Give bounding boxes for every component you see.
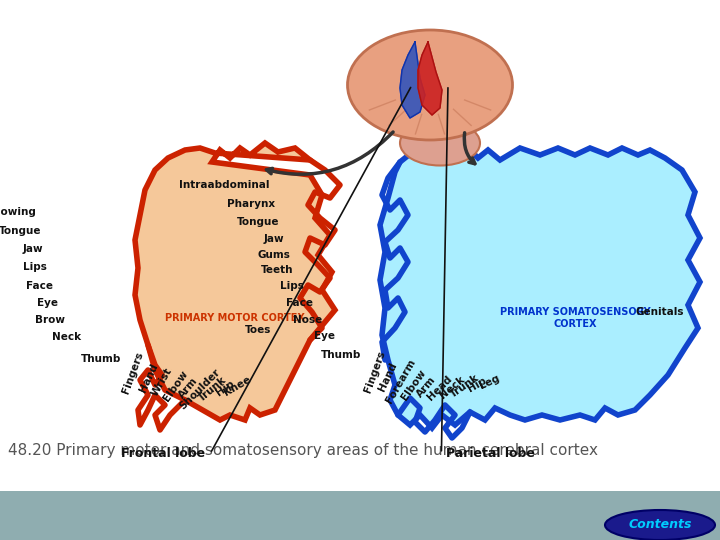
Text: Wrist: Wrist	[150, 366, 174, 399]
Text: Brow: Brow	[35, 315, 65, 325]
Text: Intraabdominal: Intraabdominal	[179, 180, 270, 190]
Ellipse shape	[400, 120, 480, 165]
Text: Trunk: Trunk	[448, 373, 481, 400]
Text: Jaw: Jaw	[264, 234, 284, 244]
Text: Neck: Neck	[52, 333, 81, 342]
Text: Teeth: Teeth	[261, 265, 294, 275]
Text: PRIMARY SOMATOSENSORY
CORTEX: PRIMARY SOMATOSENSORY CORTEX	[500, 307, 650, 329]
Text: Hip: Hip	[215, 378, 236, 397]
Polygon shape	[380, 148, 700, 428]
Text: Contents: Contents	[629, 518, 692, 531]
Polygon shape	[418, 42, 442, 115]
Text: Hand: Hand	[138, 362, 160, 394]
Text: Leg: Leg	[478, 373, 501, 392]
Text: Thumb: Thumb	[321, 350, 361, 360]
Text: Hand: Hand	[377, 361, 398, 393]
Text: Arm: Arm	[176, 375, 199, 400]
Text: Parietal lobe: Parietal lobe	[446, 447, 535, 460]
Text: Neck: Neck	[438, 375, 467, 401]
Text: Elbow: Elbow	[399, 367, 428, 402]
Text: PRIMARY MOTOR CORTEX: PRIMARY MOTOR CORTEX	[165, 313, 305, 323]
Text: Elbow: Elbow	[161, 368, 190, 403]
Text: Face: Face	[287, 299, 313, 308]
Text: Hip: Hip	[467, 375, 488, 394]
Polygon shape	[400, 42, 425, 118]
Text: Pharynx: Pharynx	[227, 199, 275, 209]
Text: Trunk: Trunk	[197, 374, 228, 403]
Text: 48.20 Primary motor and somatosensory areas of the human cerebral cortex: 48.20 Primary motor and somatosensory ar…	[8, 443, 598, 458]
Text: Frontal lobe: Frontal lobe	[121, 447, 205, 460]
Text: Face: Face	[26, 281, 53, 291]
Ellipse shape	[605, 510, 715, 540]
Text: Lips: Lips	[23, 262, 47, 272]
Text: Gums: Gums	[257, 250, 290, 260]
Text: Fingers: Fingers	[121, 350, 145, 395]
Text: Fingers: Fingers	[362, 349, 387, 394]
Text: Forearm: Forearm	[384, 357, 417, 405]
Text: Eye: Eye	[314, 331, 335, 341]
Text: Jaw: Jaw	[22, 245, 43, 254]
Text: Swallowing: Swallowing	[0, 207, 36, 217]
Text: Nose: Nose	[293, 315, 323, 325]
Text: Lips: Lips	[280, 281, 304, 291]
Text: Arm: Arm	[415, 374, 438, 399]
Bar	[0, 491, 720, 540]
Text: Eye: Eye	[37, 299, 58, 308]
Text: Genitals: Genitals	[636, 307, 684, 317]
Text: Tongue: Tongue	[237, 218, 279, 227]
Polygon shape	[135, 143, 335, 420]
Text: Thumb: Thumb	[81, 354, 121, 364]
Ellipse shape	[348, 30, 513, 140]
Text: Tongue: Tongue	[0, 226, 41, 236]
Text: Head: Head	[425, 373, 454, 402]
Text: Knee: Knee	[222, 374, 253, 398]
Text: Toes: Toes	[245, 326, 271, 335]
Text: Shoulder: Shoulder	[178, 367, 222, 411]
